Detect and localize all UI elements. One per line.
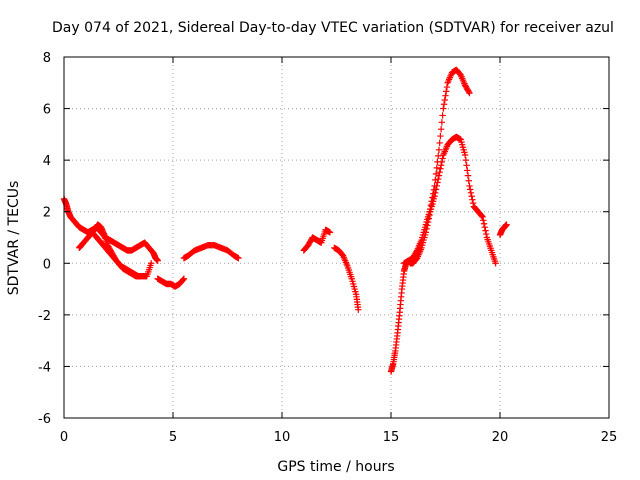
- y-tick-label: 6: [43, 103, 51, 118]
- x-tick-label: 10: [274, 430, 291, 445]
- data-point: [465, 88, 472, 96]
- data-point: [464, 167, 471, 174]
- y-tick-label: -2: [38, 309, 51, 324]
- data-point: [430, 186, 438, 193]
- data-point: [428, 198, 435, 205]
- data-point: [481, 223, 488, 231]
- data-point: [466, 89, 473, 97]
- data-point: [355, 306, 362, 313]
- data-point: [440, 101, 448, 108]
- axis-ticks: [63, 56, 610, 419]
- y-tick-label: 2: [43, 206, 51, 221]
- data-point: [440, 105, 447, 112]
- data-point: [326, 229, 334, 236]
- data-point: [435, 146, 443, 154]
- data-point: [235, 254, 242, 262]
- y-tick-label: 4: [43, 154, 51, 169]
- data-point: [429, 190, 437, 197]
- y-axis-tick-labels: -6 -4 -2 0 2 4 6 8: [38, 51, 51, 427]
- x-tick-label: 0: [60, 430, 68, 445]
- data-point: [466, 182, 473, 190]
- x-tick-label: 25: [601, 430, 618, 445]
- chart-title: Day 074 of 2021, Sidereal Day-to-day VTE…: [52, 20, 614, 36]
- y-axis-title: SDTVAR / TECUs: [6, 181, 22, 296]
- data-point: [482, 230, 490, 238]
- data-point: [434, 158, 441, 166]
- y-tick-label: -4: [38, 360, 51, 375]
- data-point: [432, 170, 440, 178]
- data-point: [461, 151, 469, 159]
- data-point: [436, 168, 443, 176]
- data-point: [437, 162, 445, 169]
- data-point: [432, 176, 439, 184]
- data-point: [503, 221, 510, 228]
- data-point: [437, 165, 444, 172]
- data-point: [154, 257, 161, 264]
- data-point: [443, 88, 450, 95]
- data-points: [60, 66, 510, 375]
- data-point: [463, 162, 470, 169]
- data-point: [480, 217, 487, 224]
- data-point: [435, 175, 442, 183]
- series-seg-d: [154, 275, 188, 290]
- data-point: [439, 155, 446, 162]
- data-point: [467, 186, 474, 193]
- data-point: [427, 202, 435, 209]
- data-point: [137, 272, 144, 280]
- data-point: [437, 132, 444, 140]
- x-axis-title: GPS time / hours: [277, 459, 394, 475]
- data-point: [427, 205, 434, 213]
- data-point: [439, 112, 446, 119]
- y-tick-label: 0: [43, 257, 51, 272]
- data-point: [433, 164, 440, 172]
- data-point: [464, 172, 472, 179]
- data-point: [480, 220, 488, 227]
- grid-lines: [64, 57, 609, 418]
- x-tick-label: 5: [169, 430, 177, 445]
- data-point: [442, 92, 449, 99]
- y-tick-label: -6: [38, 412, 51, 427]
- series-seg-j: [496, 221, 510, 239]
- data-point: [492, 260, 499, 267]
- data-point: [413, 248, 420, 255]
- data-point: [179, 276, 187, 283]
- data-point: [436, 139, 443, 147]
- data-point: [469, 196, 476, 203]
- data-point: [465, 177, 472, 184]
- x-tick-label: 15: [383, 430, 400, 445]
- data-point: [469, 199, 477, 207]
- data-point: [467, 189, 475, 197]
- series-seg-e: [180, 242, 242, 262]
- data-point: [462, 156, 470, 164]
- x-tick-label: 20: [492, 430, 509, 445]
- data-point: [478, 212, 486, 220]
- series-seg-f: [300, 226, 334, 254]
- data-point: [482, 227, 489, 234]
- data-point: [431, 182, 438, 190]
- data-point: [468, 193, 475, 200]
- data-point: [148, 260, 155, 267]
- data-point: [180, 275, 188, 282]
- series-seg-i: [400, 66, 473, 267]
- y-tick-label: 8: [43, 51, 51, 66]
- plot-frame: [63, 56, 610, 419]
- data-point: [435, 152, 442, 160]
- data-point: [429, 194, 436, 201]
- data-point: [438, 119, 446, 126]
- data-point: [479, 213, 486, 221]
- series-seg-c: [89, 229, 144, 280]
- data-point: [443, 83, 451, 91]
- x-axis-tick-labels: 0 5 10 15 20 25: [60, 430, 617, 445]
- data-point: [441, 96, 448, 104]
- data-point: [437, 126, 445, 133]
- series-seg-g: [331, 244, 362, 313]
